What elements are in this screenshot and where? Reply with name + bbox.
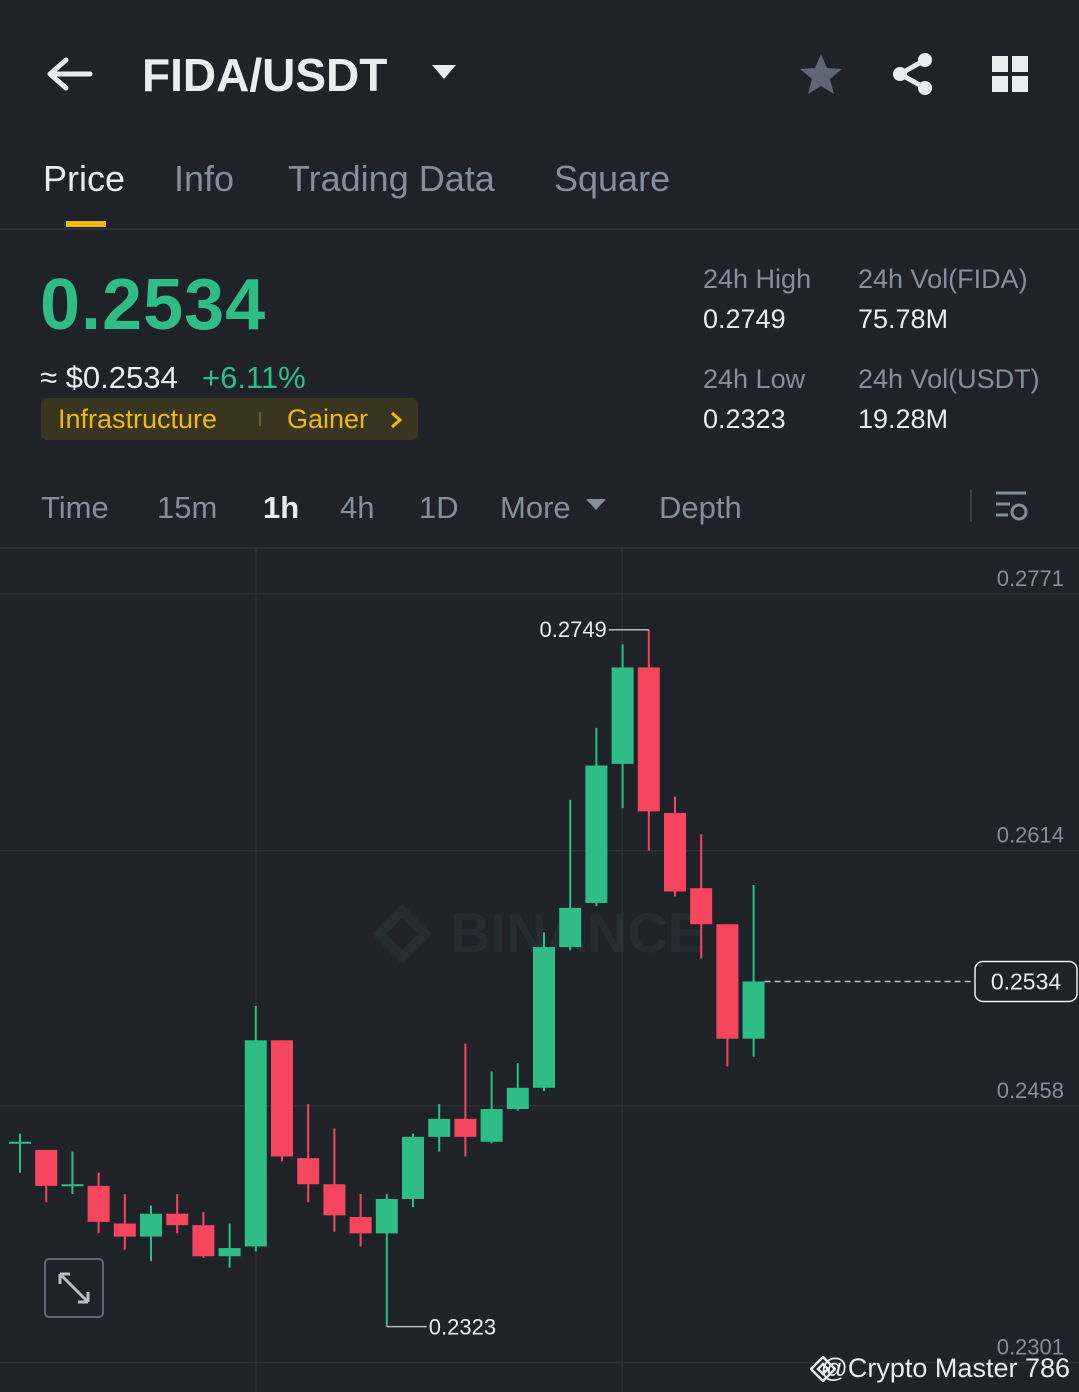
tab-active[interactable]: Price — [43, 158, 126, 199]
more-caret — [586, 499, 606, 510]
interval[interactable]: More — [500, 490, 571, 525]
interval[interactable]: 1D — [419, 490, 459, 525]
candle-body — [192, 1225, 215, 1257]
candle-body — [271, 1040, 293, 1157]
last-price: 0.2534 — [40, 265, 267, 345]
tag-box[interactable] — [41, 398, 418, 440]
tag[interactable]: Infrastructure — [58, 404, 218, 434]
candle-body — [87, 1185, 110, 1222]
stat-label: 24h High — [703, 264, 812, 294]
last-price-box — [974, 960, 1078, 1003]
tab[interactable]: Square — [554, 158, 671, 199]
grid-icon — [992, 56, 1028, 92]
candle-body — [166, 1213, 189, 1226]
last-price-label: 0.2534 — [991, 968, 1062, 994]
candle-body — [244, 1040, 267, 1247]
tag-chevron — [391, 411, 403, 429]
low-label: 0.2323 — [429, 1315, 496, 1340]
interval-active[interactable]: 1h — [263, 490, 300, 525]
pair-title[interactable]: FIDA/USDT — [142, 49, 388, 101]
pair-caret[interactable] — [430, 62, 458, 82]
chart-settings[interactable] — [994, 490, 1030, 524]
candle-body — [61, 1184, 84, 1187]
share-icon — [893, 53, 932, 95]
candle-body — [9, 1141, 31, 1144]
tag[interactable]: Gainer — [287, 404, 369, 434]
chevron — [391, 411, 403, 429]
stat-value: 75.78M — [858, 304, 949, 334]
caret — [432, 65, 456, 79]
credit: @Crypto Master 786 — [820, 1353, 1071, 1383]
star-icon — [800, 54, 842, 94]
expand-icon — [58, 1272, 90, 1304]
high-label: 0.2749 — [540, 617, 607, 642]
stat-value: 0.2749 — [703, 304, 786, 334]
candle-body — [349, 1216, 372, 1234]
candle-body — [716, 924, 739, 1039]
credit-icon — [810, 1356, 836, 1382]
interval[interactable]: 4h — [340, 490, 375, 525]
stat-value: 19.28M — [858, 404, 949, 434]
interval[interactable]: 15m — [157, 490, 218, 525]
tab[interactable]: Trading Data — [288, 158, 495, 199]
tab-indicator — [66, 221, 106, 227]
candle-body — [454, 1118, 477, 1137]
candle-body — [637, 667, 660, 812]
diamond — [810, 1356, 836, 1382]
candle-body — [113, 1223, 136, 1237]
expand-button[interactable] — [44, 1258, 104, 1318]
candle-body — [690, 888, 713, 925]
share-button[interactable] — [890, 52, 936, 96]
candle-body — [375, 1198, 398, 1234]
stat-label: 24h Vol(USDT) — [858, 364, 1040, 394]
interval[interactable]: Depth — [659, 490, 742, 525]
candle-body — [742, 981, 765, 1039]
price-change: +6.11% — [202, 360, 306, 395]
divider — [970, 490, 972, 522]
divider — [0, 547, 1079, 549]
candle-body — [506, 1087, 529, 1110]
candle-body — [664, 812, 686, 892]
candle-body — [297, 1158, 320, 1185]
settings-icon — [996, 491, 1028, 521]
stat-label: 24h Vol(FIDA) — [858, 264, 1028, 294]
divider — [0, 228, 1079, 230]
interval[interactable]: Time — [41, 490, 109, 525]
candle-body — [428, 1118, 451, 1137]
usd-price: ≈ $0.2534 — [40, 360, 178, 395]
candle-body — [323, 1184, 346, 1216]
y-tick-label: 0.2458 — [997, 1078, 1064, 1103]
y-tick-label: 0.2301 — [997, 1335, 1064, 1360]
candle-body — [480, 1109, 503, 1142]
back-button[interactable] — [46, 56, 94, 92]
watermark-logo — [372, 904, 432, 964]
candle-body — [218, 1248, 241, 1257]
candle-body — [585, 765, 608, 903]
y-tick-label: 0.2771 — [997, 566, 1064, 591]
layout-button[interactable] — [990, 54, 1030, 94]
favorite-button[interactable] — [798, 52, 844, 96]
caret — [586, 499, 606, 510]
candle-body — [533, 947, 555, 1088]
candle-body — [140, 1213, 162, 1237]
candle-body — [559, 907, 582, 948]
stat-label: 24h Low — [703, 364, 806, 394]
y-tick-label: 0.2614 — [997, 823, 1064, 848]
back-arrow — [47, 57, 93, 91]
candle-body — [611, 667, 634, 764]
tag-separator — [259, 412, 261, 426]
candle-body — [35, 1149, 58, 1186]
stat-value: 0.2323 — [703, 404, 786, 434]
tab[interactable]: Info — [174, 158, 235, 199]
candle-body — [402, 1136, 424, 1199]
